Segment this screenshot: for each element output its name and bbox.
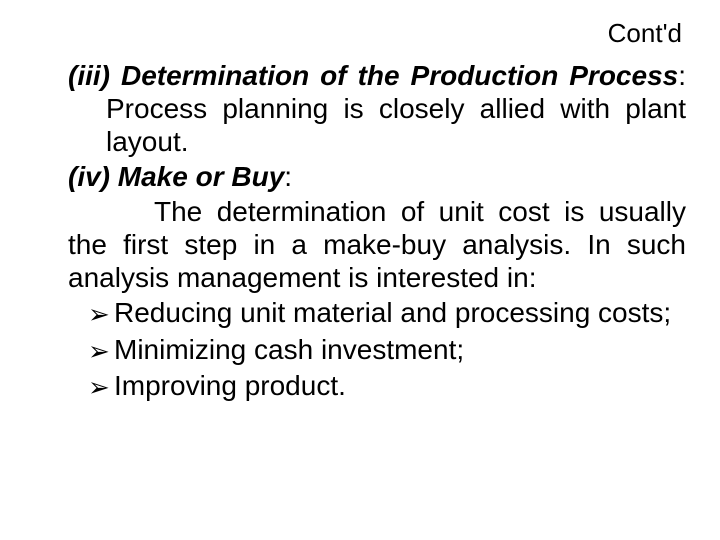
bullet-text: Improving product. <box>114 369 686 402</box>
item-iii-title: Determination of the Production Process <box>121 60 678 91</box>
page-header: Cont'd <box>28 18 692 49</box>
item-iv-colon: : <box>284 161 292 192</box>
bullet-icon: ➢ <box>88 369 114 404</box>
item-iv-marker: (iv) <box>68 161 110 192</box>
list-item: ➢ Improving product. <box>88 369 686 404</box>
bullet-icon: ➢ <box>88 333 114 368</box>
item-iii-marker: (iii) <box>68 60 110 91</box>
slide-content: (iii) Determination of the Production Pr… <box>28 59 692 404</box>
bullet-list: ➢ Reducing unit material and processing … <box>88 296 686 404</box>
list-item: ➢ Reducing unit material and processing … <box>88 296 686 331</box>
item-iv-body-text: The determination of unit cost is usuall… <box>68 195 686 294</box>
item-iv-heading: (iv) Make or Buy: <box>68 160 686 193</box>
list-item: ➢ Minimizing cash investment; <box>88 333 686 368</box>
bullet-text: Minimizing cash investment; <box>114 333 686 366</box>
bullet-text: Reducing unit material and processing co… <box>114 296 686 329</box>
item-iii: (iii) Determination of the Production Pr… <box>68 59 686 158</box>
header-text: Cont'd <box>608 18 682 48</box>
item-iv-title: Make or Buy <box>118 161 285 192</box>
item-iv-body: The determination of unit cost is usuall… <box>68 195 686 294</box>
bullet-icon: ➢ <box>88 296 114 331</box>
